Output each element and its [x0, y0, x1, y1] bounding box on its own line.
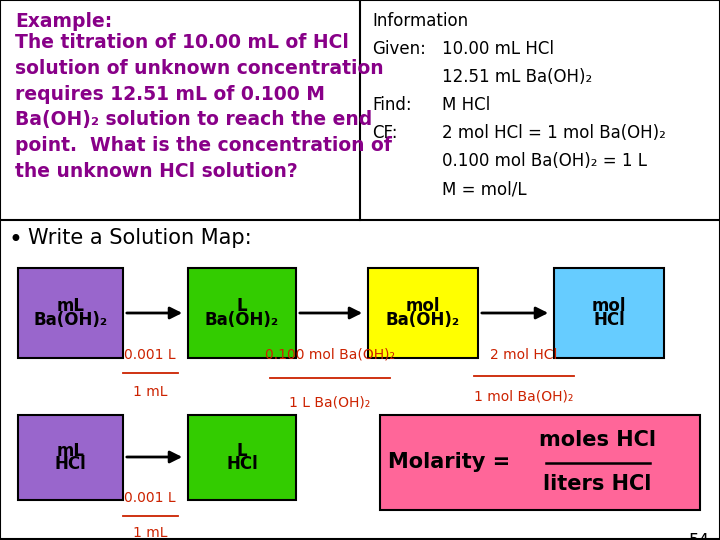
Bar	[18, 268, 123, 358]
Text: Information: Information	[372, 12, 468, 30]
Text: 0.100 mol Ba(OH)₂: 0.100 mol Ba(OH)₂	[265, 348, 395, 362]
Text: mL: mL	[56, 298, 84, 315]
Text: 1 mol Ba(OH)₂: 1 mol Ba(OH)₂	[474, 390, 574, 404]
Text: liters HCl: liters HCl	[544, 475, 652, 495]
Bar	[380, 415, 700, 510]
Text: moles HCl: moles HCl	[539, 430, 656, 450]
Text: HCl: HCl	[226, 455, 258, 473]
Text: 1 mL: 1 mL	[132, 385, 167, 399]
Text: Ba(OH)₂: Ba(OH)₂	[33, 310, 107, 329]
Text: 12.51 mL Ba(OH)₂: 12.51 mL Ba(OH)₂	[442, 68, 593, 86]
Text: L: L	[237, 442, 247, 460]
Text: M HCl: M HCl	[442, 96, 490, 114]
Text: Ba(OH)₂: Ba(OH)₂	[386, 310, 460, 329]
Bar	[188, 268, 296, 358]
Bar	[554, 268, 664, 358]
Text: Find:: Find:	[372, 96, 412, 114]
Text: 2 mol HCl: 2 mol HCl	[490, 348, 558, 362]
Text: Write a Solution Map:: Write a Solution Map:	[28, 228, 251, 248]
Text: HCl: HCl	[593, 310, 625, 329]
Text: Given:: Given:	[372, 40, 426, 58]
Text: 0.100 mol Ba(OH)₂ = 1 L: 0.100 mol Ba(OH)₂ = 1 L	[442, 152, 647, 170]
Text: mL: mL	[56, 442, 84, 460]
Text: 54: 54	[689, 532, 710, 540]
Bar	[188, 415, 296, 500]
Bar	[368, 268, 478, 358]
Text: 0.001 L: 0.001 L	[124, 491, 176, 505]
Text: 2 mol HCl = 1 mol Ba(OH)₂: 2 mol HCl = 1 mol Ba(OH)₂	[442, 124, 666, 142]
Text: mol: mol	[592, 298, 626, 315]
Bar	[18, 415, 123, 500]
Text: Example:: Example:	[15, 12, 112, 31]
Text: 10.00 mL HCl: 10.00 mL HCl	[442, 40, 554, 58]
Text: 1 mL: 1 mL	[132, 526, 167, 540]
Text: 0.001 L: 0.001 L	[124, 348, 176, 362]
Text: Ba(OH)₂: Ba(OH)₂	[205, 310, 279, 329]
Text: The titration of 10.00 mL of HCl
solution of unknown concentration
requires 12.5: The titration of 10.00 mL of HCl solutio…	[15, 33, 392, 181]
Text: M = mol/L: M = mol/L	[442, 180, 526, 198]
Text: 1 L Ba(OH)₂: 1 L Ba(OH)₂	[289, 395, 371, 409]
Text: HCl: HCl	[55, 455, 86, 473]
Text: CF:: CF:	[372, 124, 397, 142]
Text: mol: mol	[406, 298, 440, 315]
Text: •: •	[8, 228, 22, 252]
Text: Molarity =: Molarity =	[388, 453, 510, 472]
Text: L: L	[237, 298, 247, 315]
